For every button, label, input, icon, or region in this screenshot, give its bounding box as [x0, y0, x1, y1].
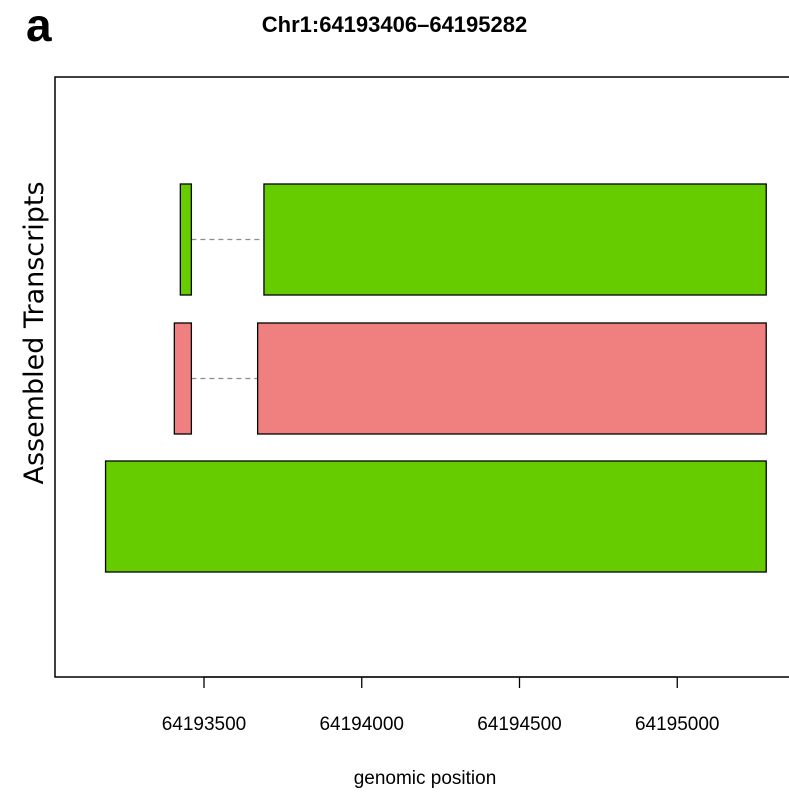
transcript-1	[179, 183, 767, 296]
x-tick-label: 64194000	[319, 714, 404, 735]
transcript-2	[173, 322, 767, 435]
exon-block	[179, 183, 193, 296]
exon-block	[173, 322, 193, 435]
x-tick-label: 64195000	[635, 714, 720, 735]
transcript-3	[104, 460, 767, 573]
x-axis: 64193500 64194000 64194500 64195000	[162, 676, 720, 735]
exon-block	[263, 183, 767, 296]
x-axis-label: genomic position	[354, 768, 497, 789]
chart-title: Chr1:64193406–64195282	[261, 12, 528, 37]
exon-block	[104, 460, 767, 573]
x-tick-label: 64193500	[162, 714, 247, 735]
transcript-marks	[104, 183, 767, 573]
y-axis-label: Assembled Transcripts	[19, 181, 50, 484]
x-tick-label: 64194500	[477, 714, 562, 735]
panel-label: a	[26, 0, 52, 51]
exon-block	[256, 322, 767, 435]
